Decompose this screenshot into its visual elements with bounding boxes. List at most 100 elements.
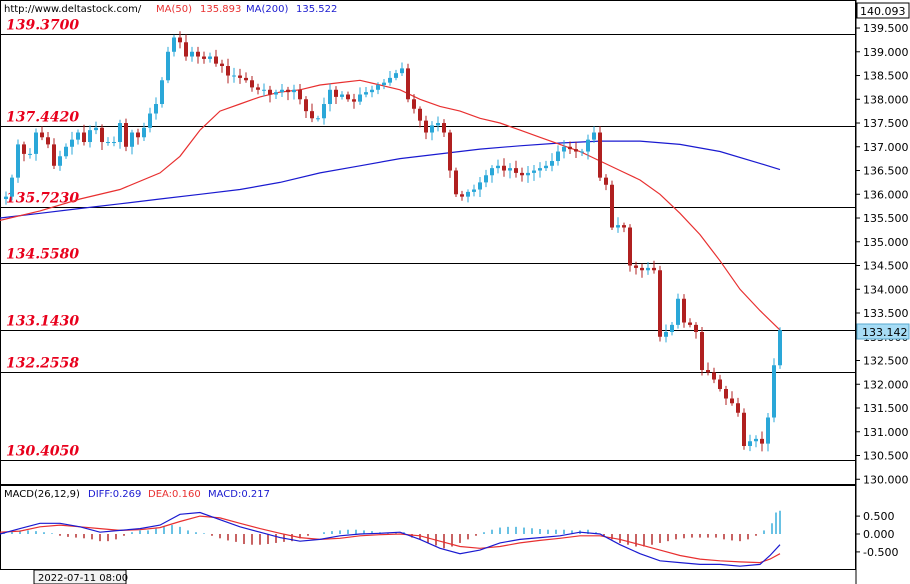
candle-body	[550, 161, 554, 166]
candle-body	[502, 165, 506, 171]
candle-body	[40, 132, 44, 138]
macd-diff-line	[0, 511, 781, 567]
candle-body	[598, 132, 602, 178]
candle-body	[562, 146, 566, 152]
candle-body	[358, 94, 362, 102]
candle-body	[652, 267, 656, 271]
price-tick-label: 130.000	[863, 473, 909, 486]
price-tick-label: 130.500	[863, 450, 909, 463]
candle-body	[250, 80, 254, 88]
candle-body	[706, 370, 710, 373]
candle-body	[682, 298, 686, 323]
candle-body	[484, 175, 488, 183]
price-tick-label: 132.000	[863, 378, 909, 391]
price-tick-label: 137.000	[863, 141, 909, 154]
level-label: 139.3700	[6, 18, 79, 34]
candle-body	[220, 63, 224, 67]
candle-body	[604, 177, 608, 185]
candle-body	[190, 51, 194, 57]
candle-body	[70, 139, 74, 147]
candle-body	[556, 151, 560, 162]
candle-body	[640, 267, 644, 271]
candle-body	[304, 99, 308, 112]
ma50-label: MA(50)	[156, 4, 192, 15]
candle-body	[508, 168, 512, 171]
candle-body	[700, 332, 704, 371]
candle-body	[376, 85, 380, 90]
candle-body	[160, 80, 164, 105]
price-tick-label: 135.500	[863, 212, 909, 225]
candle-body	[400, 68, 404, 74]
candle-body	[412, 99, 416, 109]
candle-body	[778, 330, 782, 366]
ma50-line	[0, 79, 781, 331]
candle-body	[370, 89, 374, 93]
candle-body	[130, 132, 134, 147]
date-label: 2022-07-11 08:00	[38, 573, 128, 584]
candle-body	[280, 89, 284, 93]
candle-body	[406, 68, 410, 100]
candle-body	[286, 89, 290, 93]
current-price-tag	[856, 323, 910, 340]
ma50-value: 135.893	[200, 4, 241, 15]
candle-body	[664, 332, 668, 337]
macd-lines	[0, 511, 781, 567]
candle-body	[154, 104, 158, 114]
candle-body	[628, 227, 632, 266]
candle-body	[10, 177, 14, 197]
candle-body	[736, 403, 740, 413]
candle-body	[688, 322, 692, 325]
candle-body	[298, 89, 302, 100]
macd-tick-label: 0.000	[863, 528, 895, 541]
candle-body	[436, 123, 440, 126]
price-tick-label: 131.500	[863, 402, 909, 415]
candle-body	[760, 438, 764, 444]
candle-body	[34, 132, 38, 154]
candle-body	[172, 37, 176, 52]
macd-value-label: MACD:0.217	[208, 489, 270, 500]
level-label: 132.2558	[6, 356, 79, 372]
candle-body	[310, 111, 314, 119]
candle-body	[166, 51, 170, 81]
current-price-label: 133.142	[862, 326, 908, 339]
candle-body	[592, 132, 596, 140]
macd-tick-label: 0.500	[863, 510, 895, 523]
site-url[interactable]: http://www.deltastock.com/	[4, 4, 142, 15]
candle-body	[244, 77, 248, 81]
candle-body	[394, 73, 398, 78]
price-tick-label: 131.000	[863, 426, 909, 439]
candle-body	[334, 89, 338, 97]
candle-body	[328, 89, 332, 105]
candle-body	[16, 144, 20, 178]
candle-body	[460, 194, 464, 197]
candle-body	[4, 196, 8, 200]
price-axis-ticks: 139.500 139.000 138.500 138.000 137.500 137.0…	[856, 22, 909, 486]
candle-body	[58, 156, 62, 166]
candle-body	[670, 324, 674, 333]
candle-body	[478, 182, 482, 190]
candle-body	[454, 170, 458, 195]
candle-body	[520, 172, 524, 176]
candle-body	[616, 225, 620, 228]
candle-body	[754, 438, 758, 442]
candle-body	[586, 139, 590, 152]
candle-body	[424, 120, 428, 133]
candle-body	[724, 389, 728, 399]
candle-body	[232, 75, 236, 77]
candle-body	[28, 153, 32, 155]
candle-body	[364, 92, 368, 95]
candle-body	[580, 151, 584, 153]
price-tick-label: 138.500	[863, 70, 909, 83]
candle-body	[694, 324, 698, 333]
candle-body	[544, 165, 548, 169]
candle-body	[256, 87, 260, 90]
candle-body	[448, 132, 452, 171]
candle-body	[238, 75, 242, 78]
macd-dea-line	[0, 515, 781, 564]
candle-body	[634, 265, 638, 268]
candle-body	[514, 168, 518, 173]
macd-histogram	[3, 510, 781, 549]
candle-body	[118, 123, 122, 143]
macd-title: MACD(26,12,9)	[4, 489, 80, 500]
